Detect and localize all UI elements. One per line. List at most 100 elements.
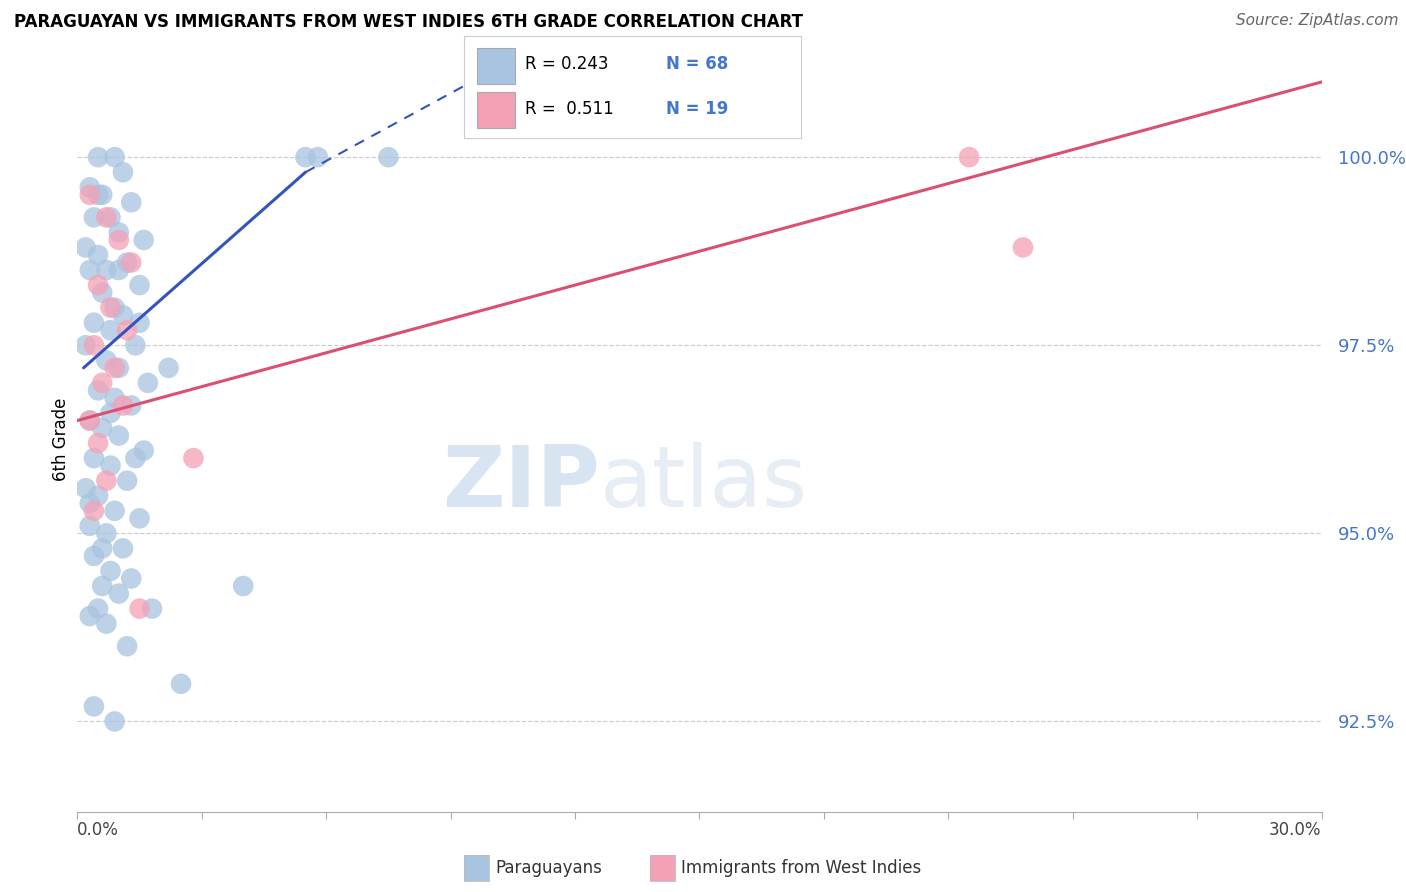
Point [75, 481, 97, 495]
Text: PARAGUAYAN VS IMMIGRANTS FROM WEST INDIES 6TH GRADE CORRELATION CHART: PARAGUAYAN VS IMMIGRANTS FROM WEST INDIE… [14, 13, 803, 31]
Point [96, 353, 118, 368]
Point [108, 263, 129, 277]
Point [128, 278, 150, 293]
Point [100, 323, 122, 337]
Point [128, 511, 150, 525]
Point [124, 338, 146, 352]
Point [79, 609, 101, 624]
Point [108, 226, 129, 240]
Point [104, 714, 127, 729]
Text: Paraguayans: Paraguayans [495, 859, 602, 877]
Point [170, 677, 193, 691]
Point [87, 278, 110, 293]
Point [87, 248, 110, 262]
Point [79, 496, 101, 510]
Point [120, 255, 142, 269]
Point [79, 263, 101, 277]
Text: 30.0%: 30.0% [1270, 821, 1322, 838]
Point [104, 391, 127, 405]
Point [87, 150, 110, 164]
Point [87, 384, 110, 398]
Point [91, 187, 114, 202]
Point [91, 579, 114, 593]
Point [100, 564, 122, 578]
Point [111, 541, 134, 556]
Point [100, 406, 122, 420]
FancyBboxPatch shape [478, 48, 515, 84]
Point [100, 211, 122, 225]
Text: N = 68: N = 68 [666, 55, 728, 73]
Point [124, 451, 146, 466]
Point [104, 150, 127, 164]
Point [957, 150, 980, 164]
Point [115, 255, 138, 269]
Point [104, 301, 127, 315]
Point [157, 360, 180, 375]
Point [294, 150, 316, 164]
Point [232, 579, 254, 593]
Point [91, 421, 114, 435]
Point [136, 376, 159, 390]
Point [87, 187, 110, 202]
Text: Immigrants from West Indies: Immigrants from West Indies [681, 859, 921, 877]
Point [132, 443, 155, 458]
Point [100, 458, 122, 473]
Point [111, 399, 134, 413]
Point [128, 316, 150, 330]
Point [96, 526, 118, 541]
Point [120, 195, 142, 210]
Point [79, 413, 101, 427]
Point [83, 699, 105, 714]
Point [96, 263, 118, 277]
Point [111, 165, 134, 179]
Point [108, 428, 129, 442]
Point [104, 360, 127, 375]
Text: N = 19: N = 19 [666, 100, 728, 118]
Point [111, 308, 134, 322]
Point [79, 518, 101, 533]
Point [83, 549, 105, 563]
Point [183, 451, 205, 466]
Point [1012, 240, 1035, 254]
Point [83, 451, 105, 466]
Text: Source: ZipAtlas.com: Source: ZipAtlas.com [1236, 13, 1399, 29]
Text: R =  0.511: R = 0.511 [524, 100, 613, 118]
Point [120, 399, 142, 413]
Point [83, 338, 105, 352]
Point [91, 285, 114, 300]
Point [83, 211, 105, 225]
Text: R = 0.243: R = 0.243 [524, 55, 609, 73]
Point [96, 474, 118, 488]
Point [104, 504, 127, 518]
Point [115, 323, 138, 337]
Point [108, 586, 129, 600]
Point [83, 504, 105, 518]
Point [96, 616, 118, 631]
Text: atlas: atlas [600, 442, 808, 525]
Point [87, 436, 110, 450]
Point [115, 639, 138, 653]
Point [75, 240, 97, 254]
Point [377, 150, 399, 164]
Point [91, 376, 114, 390]
Text: 0.0%: 0.0% [77, 821, 120, 838]
Point [108, 233, 129, 247]
Point [87, 601, 110, 615]
Point [307, 150, 329, 164]
Point [79, 413, 101, 427]
Point [96, 211, 118, 225]
Text: ZIP: ZIP [443, 442, 600, 525]
FancyBboxPatch shape [478, 92, 515, 128]
Point [120, 572, 142, 586]
Y-axis label: 6th Grade: 6th Grade [52, 398, 70, 481]
Point [87, 489, 110, 503]
Point [141, 601, 163, 615]
Point [100, 301, 122, 315]
Point [83, 316, 105, 330]
Point [79, 187, 101, 202]
Point [75, 338, 97, 352]
Point [115, 474, 138, 488]
Point [91, 541, 114, 556]
Point [79, 180, 101, 194]
Point [108, 360, 129, 375]
